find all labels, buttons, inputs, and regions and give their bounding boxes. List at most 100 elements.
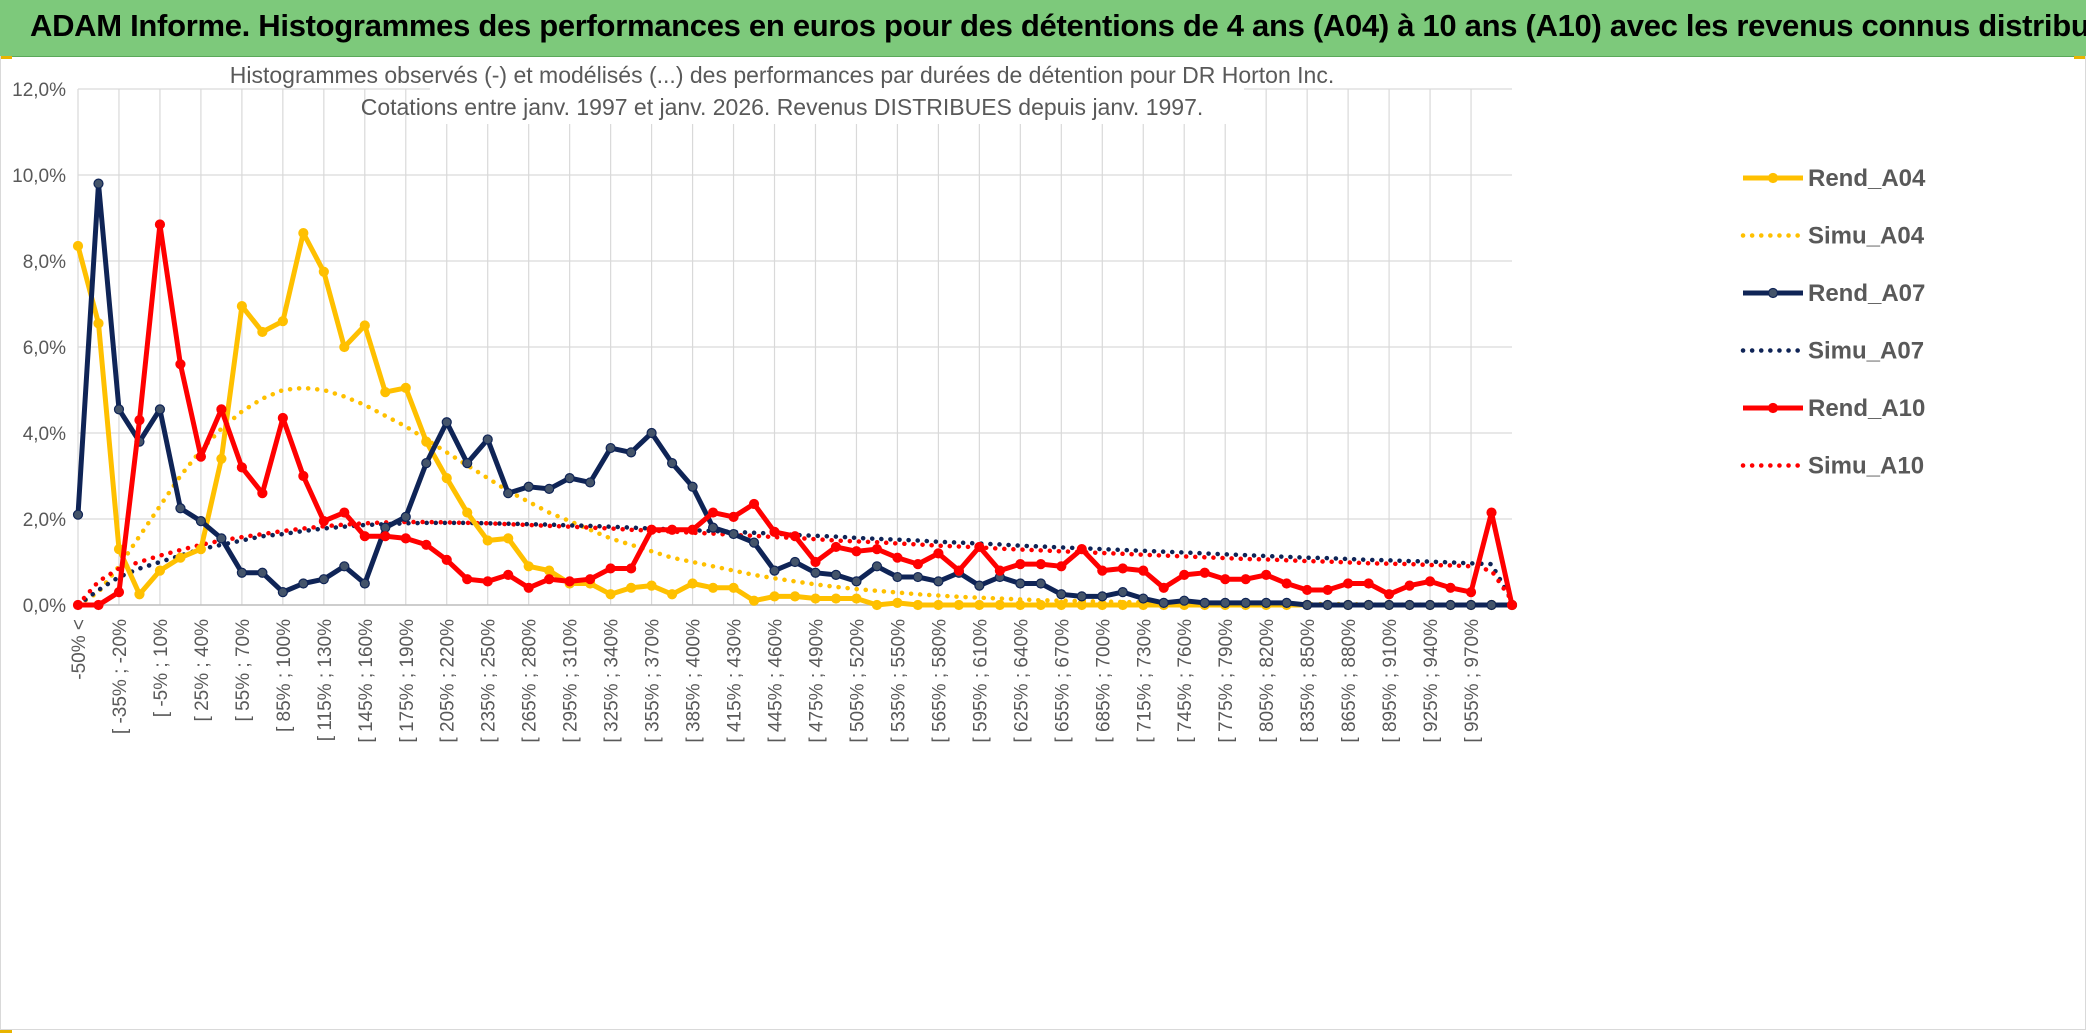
chart-title-background [430, 60, 1244, 124]
data-point [421, 539, 432, 550]
data-point [1056, 599, 1067, 611]
data-point [400, 382, 411, 393]
data-point [769, 526, 780, 537]
data-point [1179, 595, 1190, 606]
chart-area: 0,0% 2,0% 4,0% 6,0% 8,0% 10,0% 12,0% -50% < [ -… [12, 60, 1926, 743]
series-simu-a07 [75, 520, 1515, 608]
data-point [1424, 599, 1436, 611]
data-point [1097, 599, 1108, 611]
data-point [1363, 578, 1374, 589]
data-point [441, 473, 452, 484]
data-point [72, 509, 84, 520]
legend-label: Simu_A04 [1808, 223, 1925, 250]
y-tick-label: 8,0% [23, 252, 66, 273]
data-point [1076, 544, 1087, 555]
data-point [421, 458, 432, 469]
data-point [728, 582, 739, 593]
data-point [544, 483, 555, 494]
series-rend-a10 [72, 219, 1518, 611]
data-point [748, 595, 760, 606]
y-tick-label: 0,0% [23, 596, 66, 617]
data-point [113, 586, 125, 598]
legend-background [1725, 144, 1925, 420]
data-point [871, 544, 883, 555]
data-point [1097, 591, 1108, 602]
chart-title: Histogrammes observés (-) et modélisés (… [230, 62, 1334, 88]
frame-corner-bottom-left [0, 1030, 12, 1033]
data-point [1220, 597, 1231, 608]
data-point [1363, 599, 1374, 611]
data-point [953, 599, 964, 611]
data-point [1056, 589, 1067, 600]
legend-marker [1767, 287, 1779, 299]
x-tick-label: [ 535% ; 550% [888, 619, 909, 743]
y-tick-label: 6,0% [23, 338, 66, 359]
legend-item-rend-a04: Rend_A04 [1743, 165, 1926, 192]
data-point [646, 427, 657, 439]
data-point [1322, 599, 1333, 611]
data-point [1465, 599, 1477, 611]
data-point [666, 589, 678, 600]
x-tick-label: [ 775% ; 790% [1216, 619, 1237, 743]
data-point [318, 266, 329, 277]
data-point [154, 219, 166, 230]
data-point [851, 576, 862, 587]
data-point [462, 458, 473, 469]
data-point [1035, 559, 1046, 570]
data-point [154, 565, 166, 576]
y-tick-label: 12,0% [12, 80, 66, 101]
legend-label: Rend_A04 [1808, 165, 1926, 192]
data-point [175, 503, 186, 514]
data-point [871, 561, 883, 572]
data-point [892, 571, 903, 583]
data-point [1322, 584, 1333, 596]
data-point [1138, 593, 1149, 604]
data-point [1056, 561, 1067, 572]
data-point [789, 531, 801, 542]
y-tick-label: 10,0% [12, 166, 66, 187]
data-point [974, 541, 985, 553]
x-tick-label: [ 85% ; 100% [274, 619, 295, 732]
data-point [974, 580, 985, 591]
data-point [1015, 578, 1026, 589]
legend-label: Rend_A10 [1808, 395, 1925, 422]
legend-item-rend-a10: Rend_A10 [1743, 395, 1925, 422]
legend-marker [1767, 402, 1779, 414]
x-tick-label: [ 895% ; 910% [1380, 619, 1401, 743]
data-point [769, 565, 780, 576]
data-point [1343, 599, 1354, 611]
data-point [830, 541, 842, 553]
data-point [810, 593, 821, 604]
data-point [1240, 574, 1251, 585]
data-point [195, 451, 207, 462]
y-tick-label: 2,0% [23, 510, 66, 531]
data-point [441, 554, 452, 565]
data-point [974, 599, 985, 611]
x-tick-label: [ 145% ; 160% [356, 619, 377, 743]
data-point [830, 593, 842, 604]
data-point [380, 531, 391, 542]
data-point [1424, 576, 1436, 587]
data-point [994, 599, 1005, 611]
data-point [236, 301, 247, 312]
x-tick-label: [ 355% ; 370% [643, 619, 664, 743]
data-point [298, 227, 309, 239]
data-point [1445, 599, 1456, 611]
data-point [1240, 597, 1251, 608]
data-point [769, 591, 780, 602]
data-point [544, 565, 555, 576]
legend-label: Simu_A10 [1808, 453, 1924, 480]
data-point [544, 574, 555, 585]
data-point [687, 481, 698, 492]
data-point [503, 569, 514, 581]
data-point [687, 578, 698, 589]
data-point [523, 481, 534, 492]
data-point [236, 462, 247, 473]
x-tick-label: [ 475% ; 490% [806, 619, 827, 743]
data-point [912, 559, 924, 570]
x-tick-label: [ 865% ; 880% [1339, 619, 1360, 743]
data-point [441, 417, 452, 428]
x-tick-label: [ 415% ; 430% [725, 619, 746, 743]
data-point [1261, 569, 1272, 581]
data-point [707, 522, 719, 533]
